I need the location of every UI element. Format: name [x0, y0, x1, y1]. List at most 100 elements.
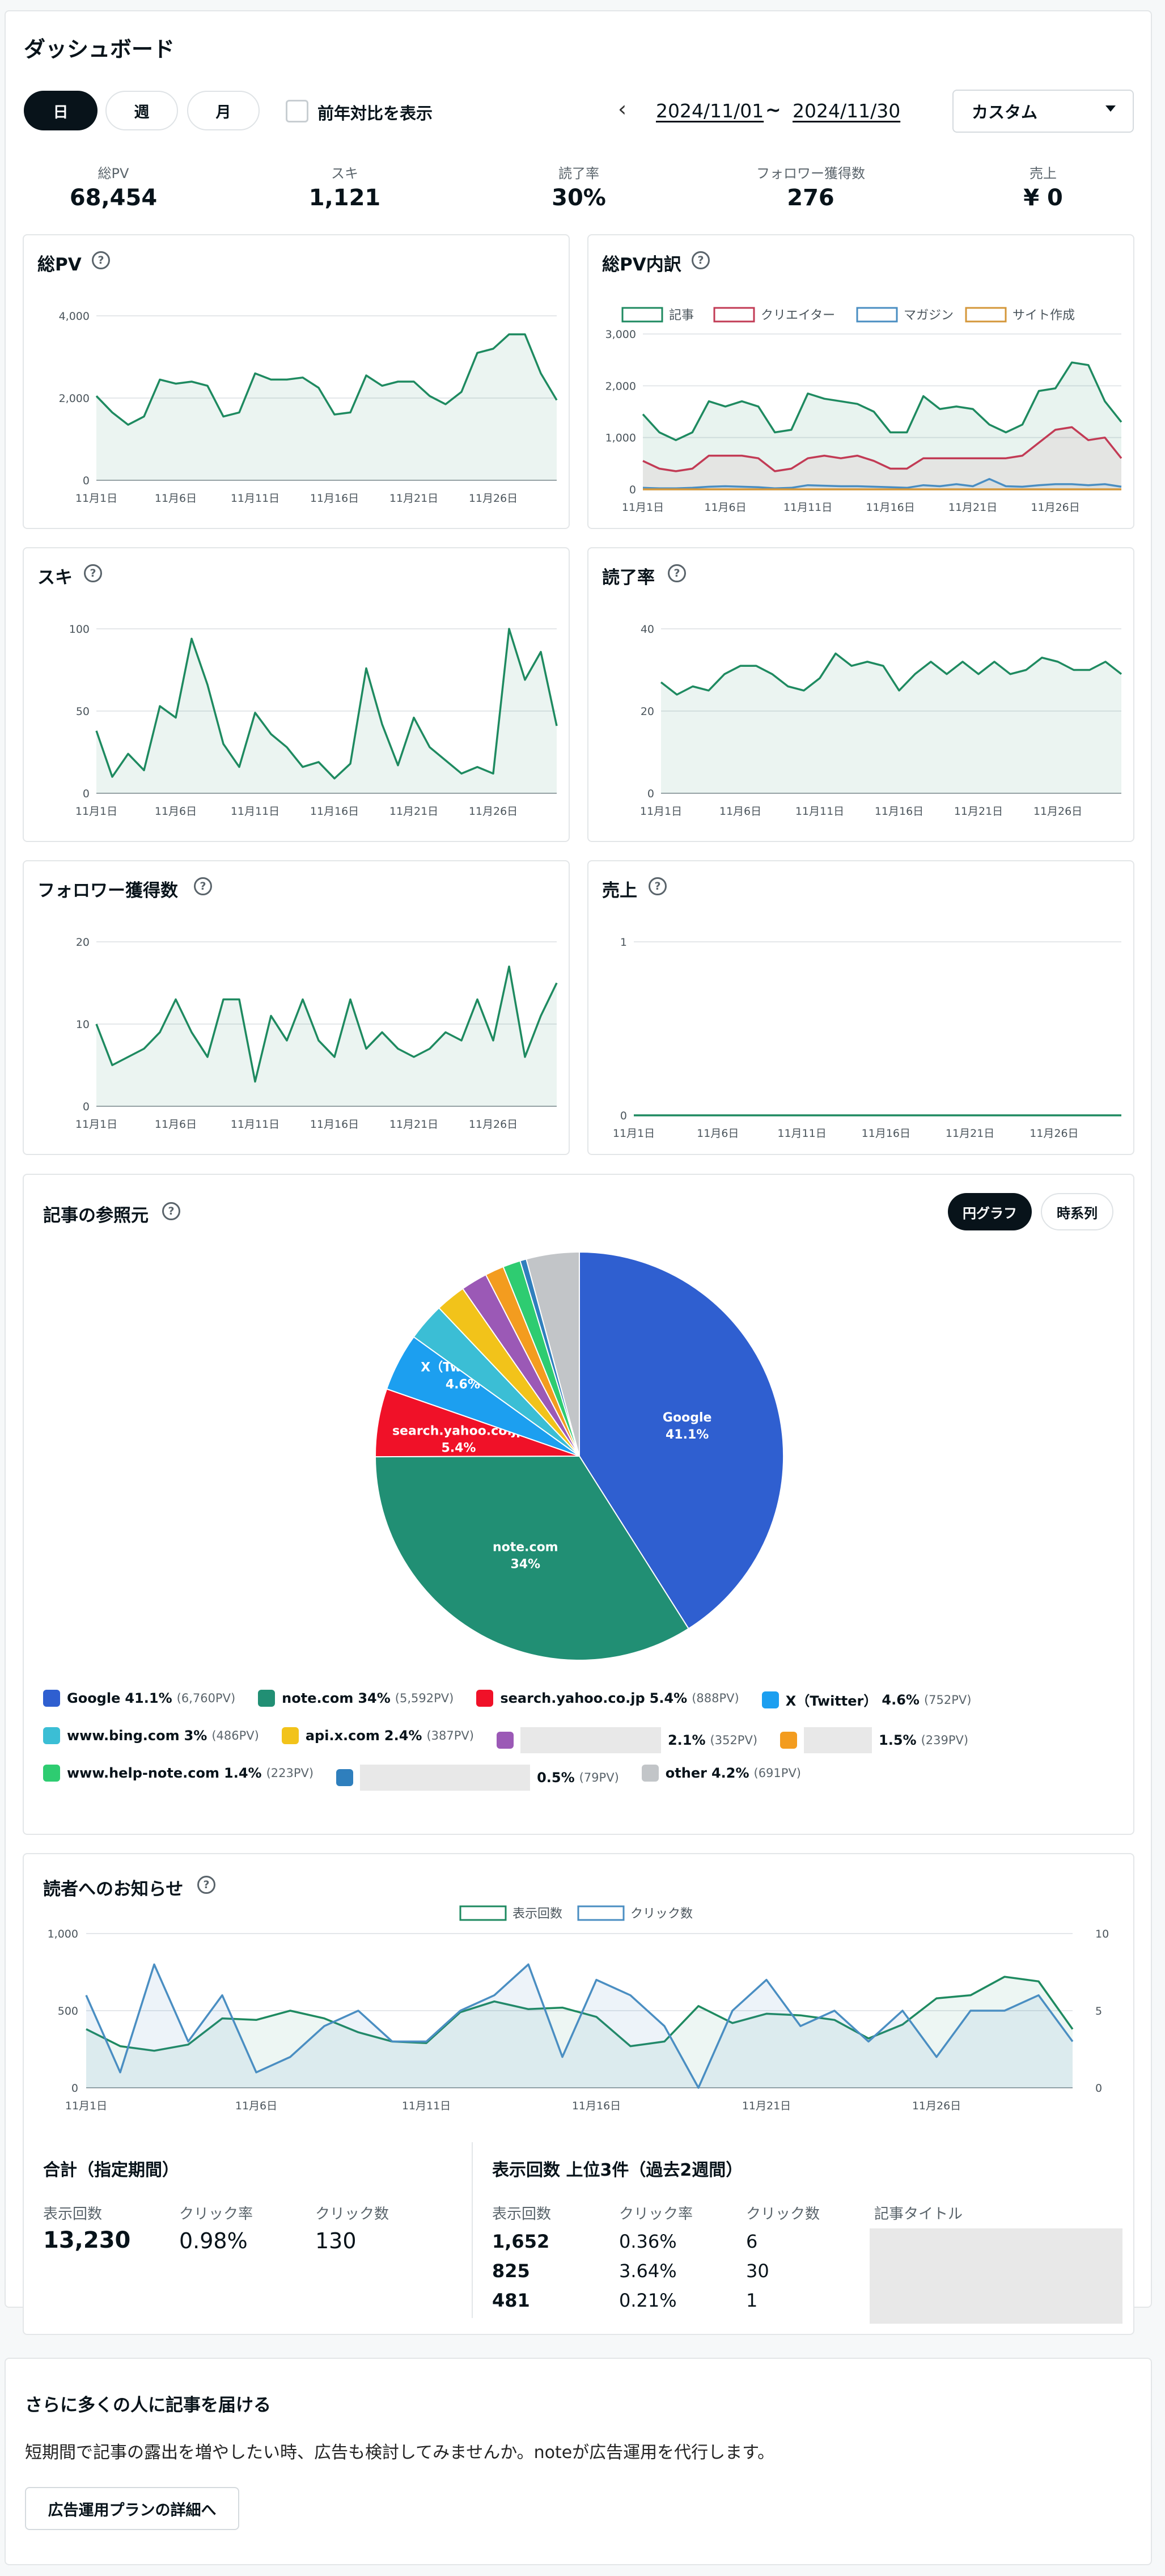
series-line: [95, 965, 558, 1083]
legend-label: other: [665, 1765, 707, 1781]
legend-item[interactable]: note.com 34% (5,592PV): [258, 1690, 454, 1707]
y-tick-label: 0: [71, 2082, 78, 2095]
legend-item[interactable]: api.x.com 2.4% (387PV): [281, 1727, 474, 1744]
legend-item[interactable]: search.yahoo.co.jp 5.4% (888PV): [476, 1690, 739, 1707]
x-tick-label: 11月21日: [946, 1127, 994, 1140]
legend-pv: (223PV): [266, 1766, 314, 1780]
legend-label: www.bing.com: [67, 1728, 180, 1744]
help-icon[interactable]: ?: [649, 877, 667, 895]
x-tick-label: 11月11日: [777, 1127, 826, 1140]
y-tick-label: 500: [58, 2005, 78, 2017]
x-tick-label: 11月26日: [1031, 501, 1079, 514]
help-icon[interactable]: ?: [692, 251, 710, 269]
legend-swatch: [43, 1690, 60, 1707]
x-tick-label: 11月6日: [235, 2100, 277, 2112]
y-tick-label: 2,000: [605, 380, 636, 392]
legend-pct: 2.4%: [384, 1728, 422, 1744]
x-tick-label: 11月21日: [948, 501, 997, 514]
range-select[interactable]: カスタム: [952, 90, 1134, 133]
date-to-link[interactable]: 2024/11/30: [793, 100, 901, 122]
legend-swatch: [577, 1905, 625, 1921]
chart-card-pv-breakdown: 総PV内訳 ? 0 1,000 2,000 3,000 11月1日 11月6日 11月11日…: [587, 234, 1134, 529]
x-tick-label: 11月26日: [912, 2100, 961, 2112]
notice-chart: 0 500 1,000 0 5 10 11月1日 11月6日 11月11日 11月16日 11月21…: [48, 1905, 1109, 2112]
y-tick-label: 0: [647, 788, 654, 800]
legend-pv: (752PV): [923, 1693, 972, 1707]
help-icon[interactable]: ?: [194, 877, 212, 895]
kpi-label: 総PV: [98, 166, 129, 181]
kpi-label: 売上: [1030, 166, 1057, 181]
legend-item[interactable]: X（Twitter） 4.6% (752PV): [761, 1690, 972, 1710]
y-tick-label: 40: [641, 623, 654, 636]
legend-pct: 0.5%: [537, 1770, 575, 1786]
x-tick-label: 11月1日: [622, 501, 664, 514]
pie-chart-toggle[interactable]: 円グラフ: [948, 1193, 1032, 1230]
prev-period-icon[interactable]: ‹: [618, 96, 627, 121]
series-area: [86, 1964, 1073, 2088]
redacted-article-title[interactable]: [870, 2228, 1122, 2324]
date-from-link[interactable]: 2024/11/01: [656, 100, 764, 122]
table-row-ctr: 0.36%: [619, 2231, 677, 2252]
pie-slice-pct: 5.4%: [441, 1441, 476, 1455]
legend-item[interactable]: Google 41.1% (6,760PV): [43, 1690, 235, 1707]
kpi-label: フォロワー獲得数: [756, 166, 865, 181]
chart-title: スキ: [37, 568, 73, 588]
legend-item[interactable]: 2.1% (352PV): [496, 1727, 757, 1753]
table-row-views: 1,652: [492, 2231, 550, 2252]
x-tick-label: 11月26日: [1033, 805, 1082, 818]
x-tick-label: 11月1日: [65, 2100, 107, 2112]
y-tick-label: 0: [83, 788, 90, 800]
help-icon[interactable]: ?: [197, 1876, 215, 1894]
help-icon[interactable]: ?: [668, 564, 686, 582]
help-icon[interactable]: ?: [162, 1202, 180, 1220]
series-line: [642, 477, 1122, 489]
pie-slice-pct: 41.1%: [666, 1428, 709, 1442]
period-week-button[interactable]: 週: [105, 91, 178, 130]
timeseries-toggle[interactable]: 時系列: [1041, 1193, 1113, 1230]
sales-chart: 0 1 11月1日 11月6日 11月11日 11月16日 11月21日 11月26日: [613, 936, 1121, 1140]
help-icon[interactable]: ?: [92, 251, 110, 269]
series-area: [643, 427, 1121, 489]
series-line: [642, 361, 1122, 441]
chart-card-sales: 売上 ? 0 1 11月1日 11月6日 11月11日 11月16日 11月21日 11月26…: [587, 860, 1134, 1155]
legend-swatch: [281, 1727, 299, 1744]
kpi-value: 276: [787, 185, 834, 211]
notice-card: 読者へのお知らせ ? 0 500 1,000 0 5 10 11月1日 11月6日 11月11日…: [23, 1853, 1134, 2335]
y-tick-label: 1,000: [605, 432, 636, 445]
x-tick-label: 11月26日: [469, 805, 518, 818]
yoy-checkbox[interactable]: [286, 100, 308, 122]
pie-slice: [579, 1251, 785, 1630]
y-tick-label: 0: [620, 1110, 627, 1122]
legend-pv: (79PV): [579, 1771, 619, 1784]
summary-title: 合計（指定期間）: [43, 2160, 179, 2180]
table-row-ctr: 0.21%: [619, 2290, 677, 2311]
kpi-value: 1,121: [308, 185, 381, 211]
legend-item[interactable]: 1.5% (239PV): [780, 1727, 968, 1753]
x-tick-label: 11月11日: [231, 805, 279, 818]
x-tick-label: 11月6日: [155, 805, 197, 818]
y-tick-label: 0: [83, 475, 90, 487]
legend-item[interactable]: other 4.2% (691PV): [641, 1765, 801, 1782]
legend-item[interactable]: www.bing.com 3% (486PV): [43, 1727, 259, 1744]
legend-label: search.yahoo.co.jp: [500, 1690, 645, 1706]
table-row-views: 481: [492, 2290, 530, 2311]
chart-title: 総PV内訳: [602, 255, 681, 275]
legend-item[interactable]: www.help-note.com 1.4% (223PV): [43, 1765, 314, 1782]
referrer-card: 記事の参照元 ? 円グラフ 時系列 Google 41.1% note.com 34%…: [23, 1174, 1134, 1835]
series-line: [95, 628, 558, 780]
y-tick-label-right: 0: [1095, 2082, 1102, 2095]
period-month-button[interactable]: 月: [187, 91, 260, 130]
y-tick-label: 10: [76, 1018, 90, 1031]
legend-pv: (5,592PV): [395, 1691, 454, 1705]
y-tick-label-right: 10: [1095, 1928, 1109, 1940]
legend-swatch: [258, 1690, 276, 1707]
legend-swatch: [43, 1765, 60, 1782]
ad-plan-details-button[interactable]: 広告運用プランの詳細へ: [25, 2487, 239, 2530]
series-area: [661, 653, 1121, 793]
legend-item[interactable]: 0.5% (79PV): [336, 1765, 619, 1791]
kpi-value: 68,454: [69, 185, 158, 211]
y-tick-label: 0: [83, 1101, 90, 1113]
period-day-button[interactable]: 日: [24, 91, 98, 130]
help-icon[interactable]: ?: [84, 564, 102, 582]
x-tick-label: 11月21日: [954, 805, 1003, 818]
